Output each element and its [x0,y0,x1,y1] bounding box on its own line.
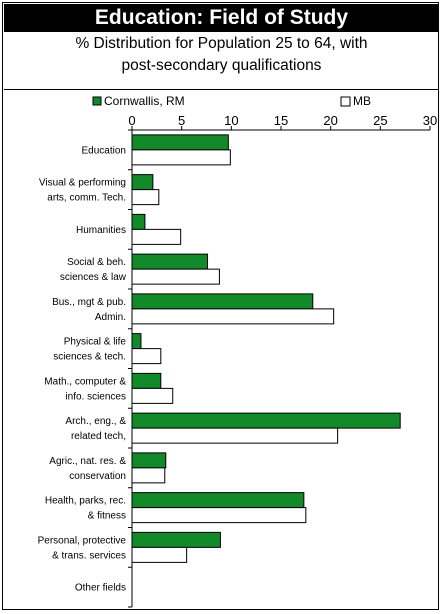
subtitle-line-1: % Distribution for Population 25 to 64, … [75,35,368,52]
subtitle-divider [4,89,439,90]
legend-swatch-mb [340,96,351,107]
bar-cornwallis [131,253,208,270]
category-label: Health, parks, rec. [45,496,126,507]
chart-frame: Education: Field of Study % Distribution… [2,2,439,610]
bar-cornwallis [131,293,314,310]
x-tick-label: 30 [423,113,437,128]
category-label: conservation [69,471,126,482]
category-label: Education [82,145,126,156]
bar-cornwallis [131,174,154,191]
bar-mb [131,308,335,325]
category-label: arts, comm. Tech. [47,193,126,204]
x-tick-label: 15 [274,113,288,128]
category-label: Math., computer & [44,376,126,387]
bar-cornwallis [131,372,162,389]
chart-title: Education: Field of Study [4,4,439,32]
category-label: Other fields [75,583,126,594]
category-label: Social & beh. [67,257,126,268]
bar-mb [131,507,307,524]
bar-mb [131,149,231,166]
category-label: Agric., nat. res. & [49,456,126,467]
legend-label-cornwallis: Cornwallis, RM [104,94,185,108]
chart-subtitle: % Distribution for Population 25 to 64, … [4,33,439,77]
x-tick-label: 25 [373,113,387,128]
category-label: info. sciences [65,391,126,402]
category-label: Visual & performing [39,178,126,189]
bar-mb [131,427,339,444]
bar-mb [131,387,174,404]
legend-swatch-cornwallis [92,96,102,106]
x-tick-label: 10 [224,113,238,128]
category-label: & fitness [88,511,126,522]
category-label: Humanities [76,225,126,236]
bar-cornwallis [131,531,221,548]
x-tick-label: 0 [128,113,135,128]
bar-cornwallis [131,333,142,350]
category-label: Admin. [95,312,126,323]
bar-mb [131,348,162,365]
category-label: Physical & life [64,337,127,348]
bar-cornwallis [131,213,146,230]
category-label: sciences & tech. [53,352,126,363]
bar-mb [131,467,166,484]
x-tick-label: 20 [323,113,337,128]
x-tick-label: 5 [178,113,185,128]
bar-cornwallis [131,134,229,151]
category-label: Personal, protective [38,535,127,546]
category-label: sciences & law [60,272,127,283]
bar-mb [131,546,188,563]
bar-cornwallis [131,452,167,469]
bar-mb [131,228,182,245]
bar-cornwallis [131,492,305,509]
bar-mb [131,268,220,285]
category-label: related tech, [71,431,126,442]
category-label: & trans. services [52,550,126,561]
bar-cornwallis [131,412,401,429]
category-label: Arch., eng., & [65,416,126,427]
legend-label-mb: MB [353,94,371,108]
subtitle-line-2: post-secondary qualifications [121,57,322,74]
bar-mb [131,189,160,206]
category-label: Bus., mgt & pub. [52,297,126,308]
